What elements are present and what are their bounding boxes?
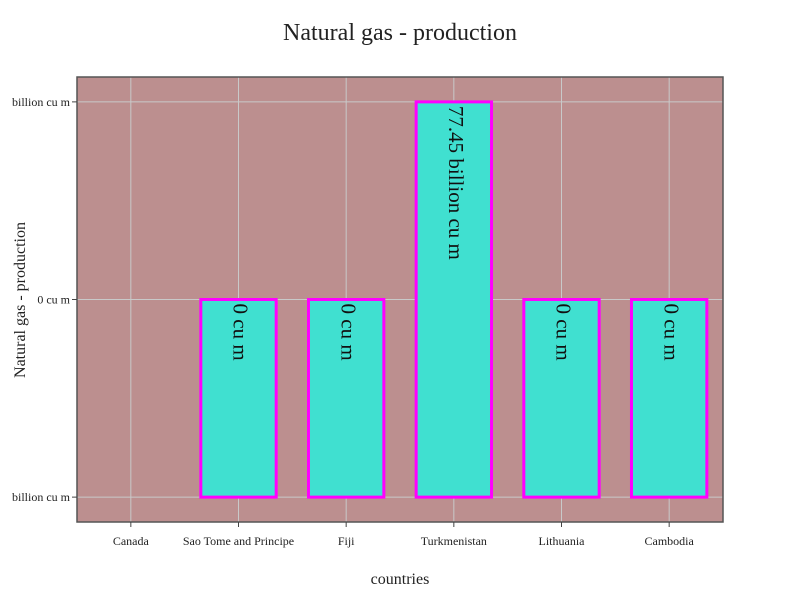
y-axis-title: Natural gas - production xyxy=(12,222,29,378)
bar-value-label: 0 cu m xyxy=(552,304,576,361)
y-tick-label: billion cu m xyxy=(12,95,71,109)
y-tick-label: 0 cu m xyxy=(37,293,70,307)
x-axis-ticks: Canada Sao Tome and Principe Fiji Turkmenis… xyxy=(113,522,695,548)
bar-value-label: 0 cu m xyxy=(336,304,360,361)
x-tick-label: Sao Tome and Principe xyxy=(183,534,294,548)
x-tick-label: Lithuania xyxy=(539,534,586,548)
x-tick-label: Turkmenistan xyxy=(421,534,487,548)
x-tick-label: Canada xyxy=(113,534,150,548)
bar-value-label: 77.45 billion cu m xyxy=(444,106,468,260)
bar xyxy=(306,298,386,499)
bar xyxy=(414,100,494,499)
bars: 0 cu m 0 cu m 77.45 billion cu m 0 cu m 0 cu… xyxy=(199,100,709,499)
bar xyxy=(522,298,601,499)
y-tick-label: billion cu m xyxy=(12,490,71,504)
bar-value-label: 0 cu m xyxy=(229,304,253,361)
y-axis-ticks: billion cu m 0 cu m billion cu m xyxy=(12,95,77,504)
x-tick-label: Cambodia xyxy=(645,534,695,548)
bar xyxy=(629,298,709,499)
chart-title: Natural gas - production xyxy=(283,20,517,46)
bar-value-label: 0 cu m xyxy=(659,304,683,361)
x-axis-title: countries xyxy=(371,571,430,588)
bar xyxy=(199,298,278,499)
x-tick-label: Fiji xyxy=(338,534,355,548)
